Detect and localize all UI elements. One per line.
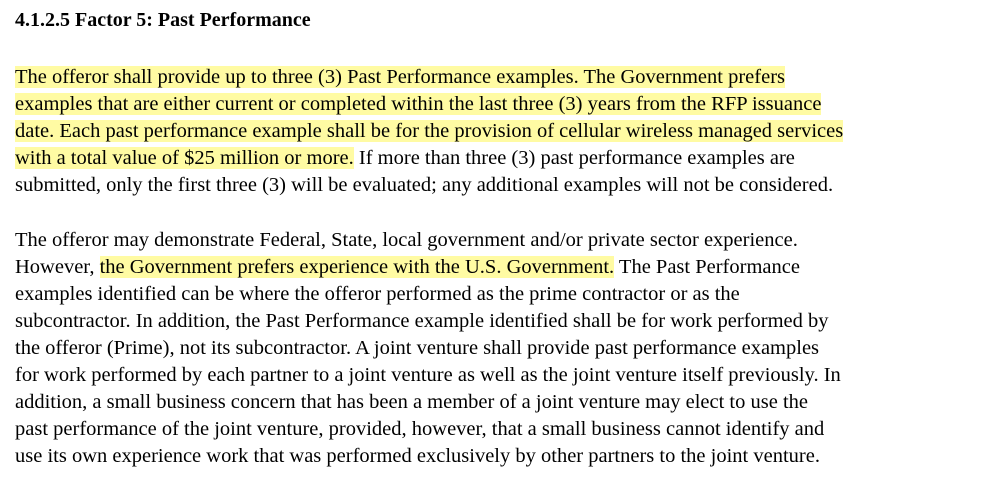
text-line: examples that are either current or comp… bbox=[15, 91, 990, 118]
body-text: addition, a small business concern that … bbox=[15, 391, 808, 413]
text-line: addition, a small business concern that … bbox=[15, 389, 990, 416]
highlighted-text: the Government prefers experience with t… bbox=[99, 256, 615, 278]
text-line: past performance of the joint venture, p… bbox=[15, 416, 990, 443]
text-line: The offeror shall provide up to three (3… bbox=[15, 64, 990, 91]
text-line: for work performed by each partner to a … bbox=[15, 362, 990, 389]
body-text: subcontractor. In addition, the Past Per… bbox=[15, 310, 829, 332]
text-line: However, the Government prefers experien… bbox=[15, 254, 990, 281]
text-line: with a total value of $25 million or mor… bbox=[15, 145, 990, 172]
body-text: the offeror (Prime), not its subcontract… bbox=[15, 337, 820, 359]
paragraph-experience-requirements: The offeror may demonstrate Federal, Sta… bbox=[15, 227, 990, 470]
body-text: However, bbox=[15, 256, 100, 278]
section-heading: 4.1.2.5 Factor 5: Past Performance bbox=[15, 9, 311, 31]
body-text: past performance of the joint venture, p… bbox=[15, 418, 825, 440]
body-text: The Past Performance bbox=[614, 256, 800, 278]
highlighted-text: The offeror shall provide up to three (3… bbox=[15, 66, 786, 88]
highlighted-text: date. Each past performance example shal… bbox=[15, 120, 844, 142]
body-text: use its own experience work that was per… bbox=[15, 445, 820, 467]
body-text: If more than three (3) past performance … bbox=[353, 147, 795, 169]
body-text: examples identified can be where the off… bbox=[15, 283, 740, 305]
text-line: The offeror may demonstrate Federal, Sta… bbox=[15, 227, 990, 254]
body-text: The offeror may demonstrate Federal, Sta… bbox=[15, 229, 798, 251]
text-line: examples identified can be where the off… bbox=[15, 281, 990, 308]
text-line: submitted, only the first three (3) will… bbox=[15, 172, 990, 199]
paragraph-past-performance-examples: The offeror shall provide up to three (3… bbox=[15, 64, 990, 199]
text-line: subcontractor. In addition, the Past Per… bbox=[15, 308, 990, 335]
body-text: submitted, only the first three (3) will… bbox=[15, 174, 834, 196]
body-text: for work performed by each partner to a … bbox=[15, 364, 841, 386]
text-line: the offeror (Prime), not its subcontract… bbox=[15, 335, 990, 362]
text-line: use its own experience work that was per… bbox=[15, 443, 990, 470]
highlighted-text: with a total value of $25 million or mor… bbox=[15, 147, 354, 169]
document-page: 4.1.2.5 Factor 5: Past Performance The o… bbox=[15, 0, 990, 470]
highlighted-text: examples that are either current or comp… bbox=[15, 93, 822, 115]
text-line: date. Each past performance example shal… bbox=[15, 118, 990, 145]
